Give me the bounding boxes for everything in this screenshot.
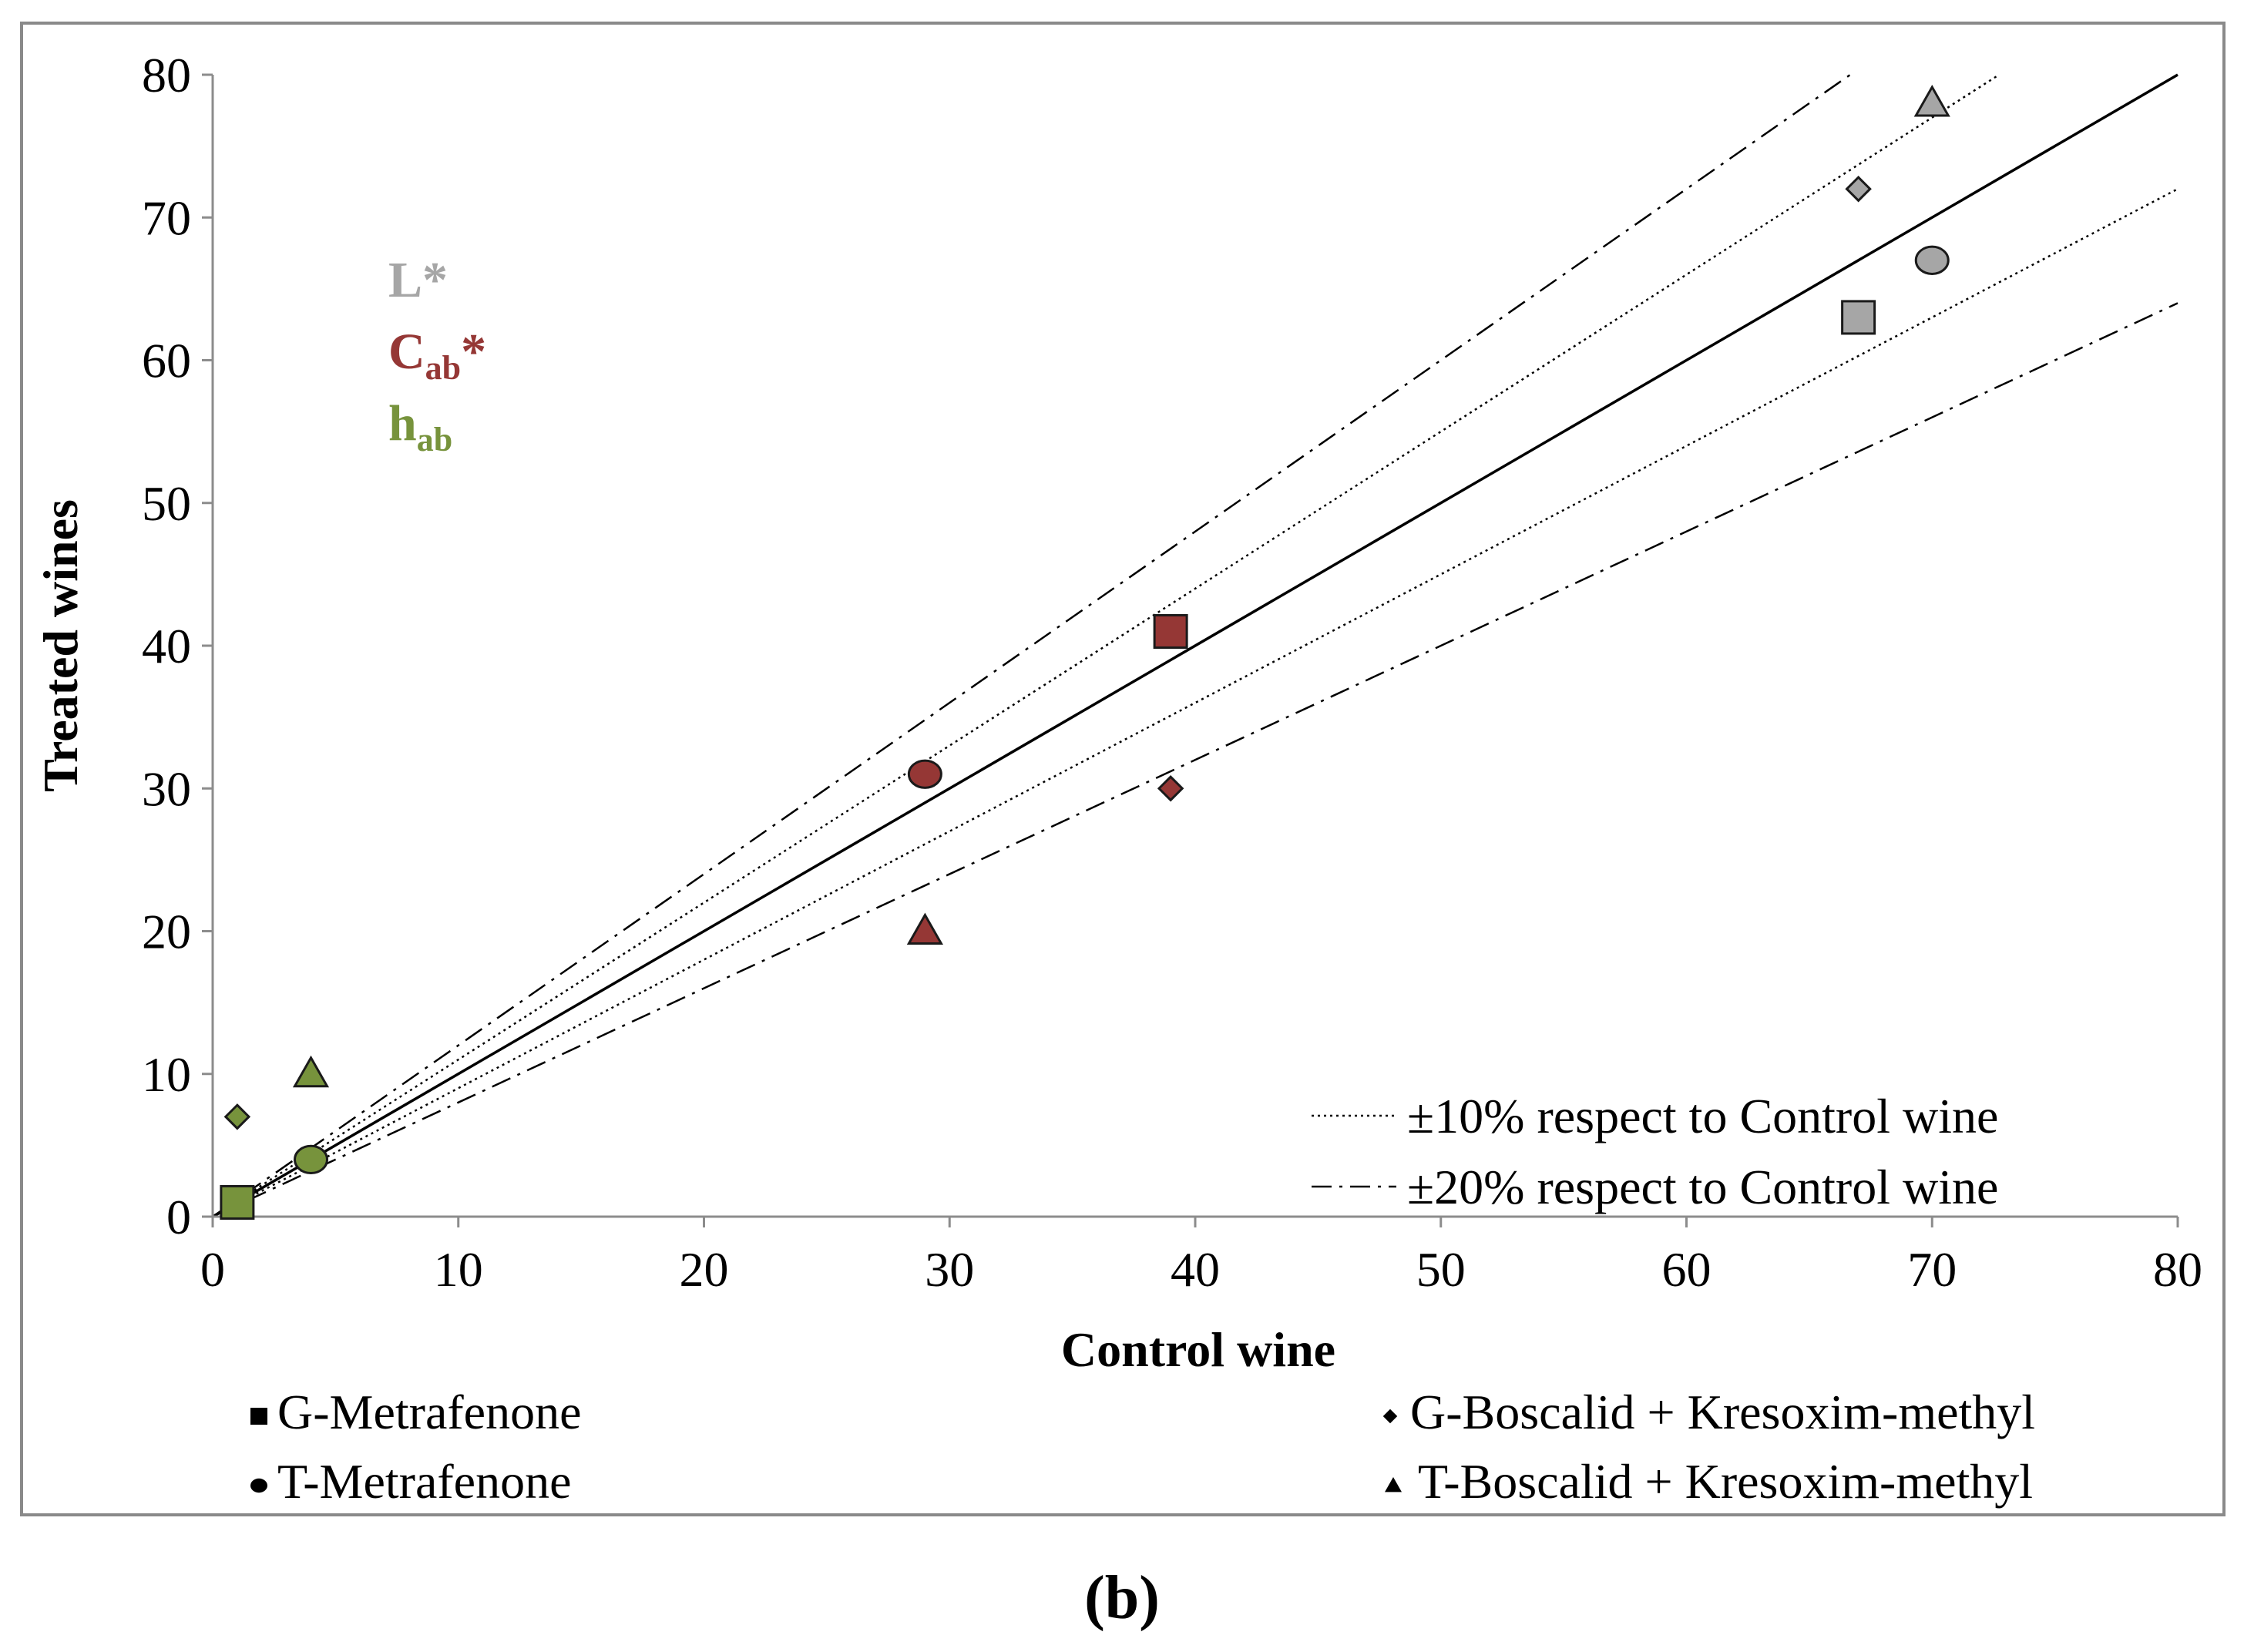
data-point-diamond-l bbox=[1845, 175, 1872, 203]
x-tick-label: 80 bbox=[2153, 1242, 2202, 1297]
y-tick-label: 0 bbox=[166, 1190, 191, 1244]
reference-line bbox=[212, 73, 1851, 1218]
variable-label-base: L bbox=[388, 252, 422, 308]
data-point-circle-l bbox=[1914, 245, 1950, 275]
figure-frame bbox=[20, 22, 2226, 1516]
legend-marker-circle bbox=[250, 1478, 267, 1493]
data-point-diamond-h bbox=[223, 1103, 251, 1130]
data-point-circle-h bbox=[294, 1144, 328, 1175]
data-point-square-c bbox=[1153, 613, 1188, 649]
y-tick-label: 30 bbox=[142, 761, 191, 816]
y-tick-label: 10 bbox=[142, 1047, 191, 1102]
legend-marker-label: T-Boscalid + Kresoxim-methyl bbox=[1418, 1454, 2033, 1509]
x-axis-title: Control wine bbox=[1061, 1322, 1335, 1377]
x-tick-label: 70 bbox=[1907, 1242, 1957, 1297]
x-tick-label: 30 bbox=[925, 1242, 974, 1297]
line-style-legend: ±10% respect to Control wine ±20% respect… bbox=[1312, 1089, 1998, 1214]
data-point-triangle-h bbox=[292, 1055, 330, 1088]
reference-line bbox=[212, 73, 2178, 1218]
y-tick-label: 20 bbox=[142, 905, 191, 959]
variable-label: hab bbox=[388, 395, 452, 458]
variable-label-base: h bbox=[388, 395, 417, 452]
x-tick-label: 40 bbox=[1171, 1242, 1220, 1297]
y-tick-label: 40 bbox=[142, 619, 191, 673]
x-tick-label: 20 bbox=[680, 1242, 729, 1297]
variable-label-suffix: * bbox=[422, 252, 448, 308]
variable-label-subscript: ab bbox=[417, 421, 452, 458]
legend-marker-triangle bbox=[1385, 1477, 1402, 1493]
legend-line-label: ±10% respect to Control wine bbox=[1407, 1089, 1998, 1143]
data-point-circle-c bbox=[907, 759, 942, 789]
panel-label: (b) bbox=[1084, 1564, 1160, 1632]
y-axis-title: Treated wines bbox=[33, 499, 88, 792]
variable-label-base: C bbox=[388, 324, 425, 380]
x-tick-label: 60 bbox=[1662, 1242, 1712, 1297]
legend-marker-label: G-Metrafenone bbox=[277, 1385, 581, 1439]
legend-marker-diamond bbox=[1382, 1409, 1398, 1424]
legend-marker-square bbox=[250, 1408, 267, 1425]
reference-lines bbox=[212, 73, 2178, 1218]
x-tick-label: 10 bbox=[434, 1242, 483, 1297]
y-tick-label: 50 bbox=[142, 476, 191, 531]
variable-label-subscript: ab bbox=[425, 349, 461, 387]
data-point-triangle-c bbox=[906, 912, 943, 945]
variable-label: L* bbox=[388, 252, 448, 308]
legend-marker-label: T-Metrafenone bbox=[277, 1454, 571, 1509]
y-tick-label: 60 bbox=[142, 334, 191, 388]
data-point-diamond-c bbox=[1157, 775, 1184, 802]
legend-line-label: ±20% respect to Control wine bbox=[1407, 1160, 1998, 1214]
variable-legend: L*Cab*hab bbox=[388, 252, 486, 458]
data-point-square-l bbox=[1841, 300, 1876, 335]
data-point-square-h bbox=[220, 1184, 255, 1220]
variable-label-suffix: * bbox=[461, 324, 486, 380]
legend-marker-label: G-Boscalid + Kresoxim-methyl bbox=[1410, 1385, 2035, 1439]
x-tick-label: 50 bbox=[1416, 1242, 1466, 1297]
axes: 0 10 20 30 40 50 60 70 80 0 10 20 30 40 50 60 70 80 bbox=[142, 48, 2202, 1297]
reference-line bbox=[212, 73, 2000, 1218]
data-point-triangle-l bbox=[1913, 85, 1950, 117]
data-points bbox=[220, 85, 1950, 1220]
x-tick-label: 0 bbox=[200, 1242, 225, 1297]
y-tick-label: 70 bbox=[142, 190, 191, 245]
reference-line bbox=[212, 302, 2178, 1218]
variable-label: Cab* bbox=[388, 324, 486, 387]
y-tick-label: 80 bbox=[142, 48, 191, 102]
marker-legend: G-Metrafenone T-Metrafenone G-Boscalid + K… bbox=[250, 1385, 2035, 1509]
